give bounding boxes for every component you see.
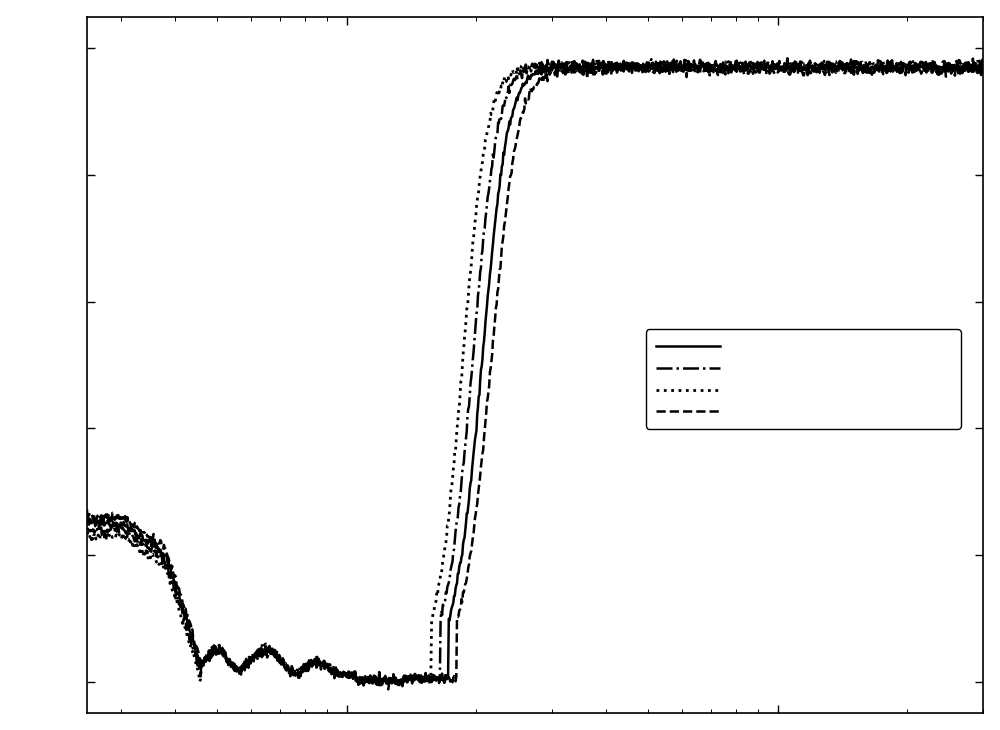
- 400℃ 退火 420h: [232, 669, 244, 678]
- 500℃ 退火 8h: [232, 666, 244, 675]
- 250℃ 退火 200h: [977, 58, 989, 66]
- Legend: 未处理, 250℃ 退火 200h, 400℃ 退火 420h, 500℃ 退火 8h: 未处理, 250℃ 退火 200h, 400℃ 退火 420h, 500℃ 退火…: [646, 329, 961, 429]
- 400℃ 退火 420h: [200, 657, 212, 666]
- 250℃ 退火 200h: [571, 61, 583, 70]
- Line: 250℃ 退火 200h: 250℃ 退火 200h: [87, 58, 983, 689]
- 250℃ 退火 200h: [384, 677, 396, 686]
- 500℃ 退火 8h: [571, 69, 583, 77]
- 500℃ 退火 8h: [828, 61, 840, 69]
- 未处理: [81, 520, 93, 529]
- Line: 400℃ 退火 420h: 400℃ 退火 420h: [87, 61, 983, 686]
- 未处理: [384, 675, 396, 684]
- 250℃ 退火 200h: [200, 653, 212, 661]
- 未处理: [232, 666, 244, 675]
- 400℃ 退火 420h: [722, 57, 734, 66]
- 未处理: [553, 64, 565, 72]
- 400℃ 退火 420h: [553, 64, 565, 73]
- 500℃ 退火 8h: [470, 504, 482, 512]
- 500℃ 退火 8h: [383, 677, 395, 686]
- 500℃ 退火 8h: [81, 505, 93, 514]
- 250℃ 退火 200h: [553, 56, 565, 65]
- 250℃ 退火 200h: [382, 685, 394, 694]
- 250℃ 退火 200h: [781, 54, 793, 63]
- 未处理: [658, 57, 670, 66]
- 250℃ 退火 200h: [81, 525, 93, 534]
- 未处理: [200, 655, 212, 664]
- 250℃ 退火 200h: [470, 310, 482, 318]
- 400℃ 退火 420h: [571, 65, 583, 74]
- 500℃ 退火 8h: [396, 682, 408, 691]
- 未处理: [571, 61, 583, 69]
- 未处理: [977, 62, 989, 71]
- Line: 未处理: 未处理: [87, 61, 983, 685]
- 500℃ 退火 8h: [200, 657, 212, 666]
- 250℃ 退火 200h: [232, 666, 244, 675]
- 400℃ 退火 420h: [81, 530, 93, 539]
- 400℃ 退火 420h: [977, 60, 989, 69]
- 500℃ 退火 8h: [553, 66, 565, 74]
- 400℃ 退火 420h: [384, 677, 396, 685]
- 400℃ 退火 420h: [470, 202, 482, 211]
- 未处理: [358, 681, 370, 690]
- Line: 500℃ 退火 8h: 500℃ 退火 8h: [87, 65, 983, 686]
- 500℃ 退火 8h: [977, 63, 989, 72]
- 未处理: [470, 426, 482, 435]
- 400℃ 退火 420h: [373, 682, 385, 691]
